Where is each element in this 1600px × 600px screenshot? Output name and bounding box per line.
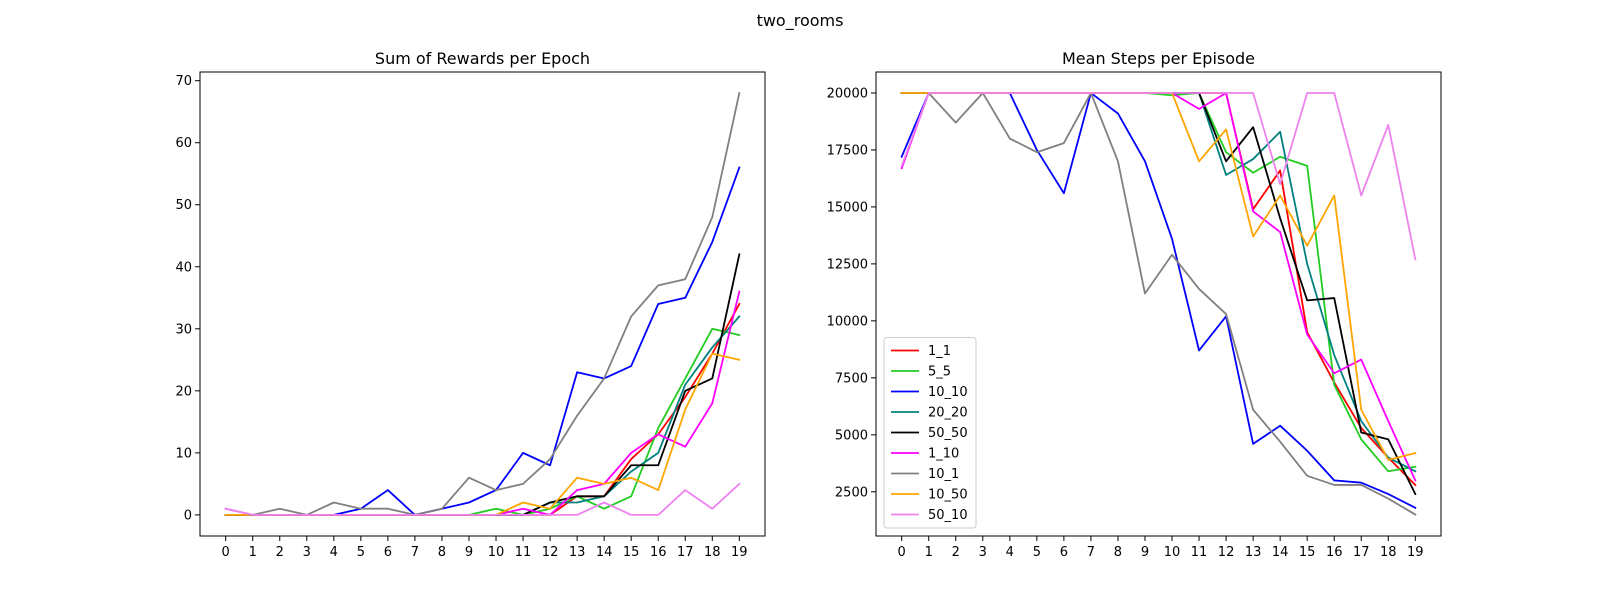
- y-tick-label: 5000: [835, 428, 868, 443]
- x-tick-label: 7: [411, 545, 419, 560]
- series-line-10-1: [224, 92, 741, 516]
- x-tick-label: 12: [542, 545, 559, 560]
- series-line-5-5: [900, 92, 1417, 473]
- x-tick-label: 19: [1407, 545, 1424, 560]
- x-tick-label: 8: [438, 545, 446, 560]
- legend-label: 10_1: [928, 467, 959, 482]
- x-tick-label: 17: [677, 545, 694, 560]
- x-tick-label: 11: [515, 545, 532, 560]
- x-tick-label: 1: [249, 545, 257, 560]
- y-tick-label: 0: [184, 508, 192, 523]
- x-tick-label: 2: [952, 545, 960, 560]
- series-line-20-20: [900, 92, 1417, 473]
- x-tick-label: 6: [384, 545, 392, 560]
- y-tick-label: 7500: [835, 371, 868, 386]
- x-tick-label: 8: [1114, 545, 1122, 560]
- x-tick-label: 18: [1380, 545, 1397, 560]
- plot-frame: [875, 71, 1442, 537]
- x-tick-label: 19: [731, 545, 748, 560]
- legend-label: 10_50: [928, 488, 968, 503]
- plot-frame: [199, 71, 766, 537]
- legend-frame: [883, 337, 977, 529]
- series-line-5-5: [224, 327, 741, 516]
- y-tick-label: 17500: [827, 143, 868, 158]
- x-tick-label: 13: [569, 545, 586, 560]
- x-tick-label: 1: [925, 545, 933, 560]
- y-tick-label: 10000: [827, 314, 868, 329]
- series-line-10-1: [900, 92, 1417, 516]
- legend-label: 20_20: [928, 406, 968, 421]
- x-tick-label: 16: [1326, 545, 1343, 560]
- legend-label: 50_50: [928, 426, 968, 441]
- x-tick-label: 9: [465, 545, 473, 560]
- x-tick-label: 13: [1245, 545, 1262, 560]
- x-tick-label: 12: [1218, 545, 1235, 560]
- x-tick-label: 17: [1353, 545, 1370, 560]
- legend-label: 1_10: [928, 447, 959, 462]
- x-tick-label: 18: [704, 545, 721, 560]
- series-line-10-50: [224, 352, 741, 516]
- x-tick-label: 3: [303, 545, 311, 560]
- y-tick-label: 40: [175, 260, 192, 275]
- x-tick-label: 0: [898, 545, 906, 560]
- x-tick-label: 15: [1299, 545, 1316, 560]
- y-tick-label: 30: [175, 322, 192, 337]
- x-tick-label: 11: [1191, 545, 1208, 560]
- x-tick-label: 10: [1164, 545, 1181, 560]
- x-tick-label: 2: [276, 545, 284, 560]
- x-tick-label: 10: [488, 545, 505, 560]
- x-tick-label: 7: [1087, 545, 1095, 560]
- legend: 1_1 5_5 10_10 20_20 50_50 1_10 10_1 10_50 50_10: [883, 337, 977, 529]
- y-tick-label: 10: [175, 446, 192, 461]
- series-line-1-10: [900, 92, 1417, 482]
- legend-label: 1_1: [928, 344, 951, 359]
- y-tick-label: 20000: [827, 86, 868, 101]
- series-line-10-10: [900, 92, 1417, 509]
- series-line-10-10: [224, 166, 741, 516]
- y-tick-label: 2500: [835, 485, 868, 500]
- series-line-10-50: [900, 92, 1417, 461]
- series-line-1-10: [224, 290, 741, 516]
- y-tick-label: 15000: [827, 200, 868, 215]
- x-tick-label: 15: [623, 545, 640, 560]
- x-tick-label: 14: [1272, 545, 1289, 560]
- y-tick-label: 20: [175, 384, 192, 399]
- x-tick-label: 4: [1006, 545, 1014, 560]
- x-tick-label: 6: [1060, 545, 1068, 560]
- series-line-1-1: [900, 92, 1417, 487]
- y-tick-label: 60: [175, 136, 192, 151]
- legend-label: 50_10: [928, 508, 968, 523]
- x-tick-label: 5: [1033, 545, 1041, 560]
- series-line-20-20: [224, 315, 741, 516]
- x-tick-label: 4: [330, 545, 338, 560]
- y-tick-label: 50: [175, 198, 192, 213]
- chart-title: Mean Steps per Episode: [1062, 49, 1255, 68]
- series-line-50-50: [900, 92, 1417, 496]
- x-tick-label: 9: [1141, 545, 1149, 560]
- x-tick-label: 5: [357, 545, 365, 560]
- y-tick-label: 70: [175, 74, 192, 89]
- legend-label: 5_5: [928, 365, 951, 380]
- series-line-50-10: [224, 482, 741, 516]
- legend-label: 10_10: [928, 385, 968, 400]
- series-line-50-10: [900, 92, 1417, 261]
- x-tick-label: 3: [979, 545, 987, 560]
- chart-title: Sum of Rewards per Epoch: [375, 49, 590, 68]
- y-tick-label: 12500: [827, 257, 868, 272]
- x-tick-label: 16: [650, 545, 667, 560]
- x-tick-label: 14: [596, 545, 613, 560]
- x-tick-label: 0: [222, 545, 230, 560]
- figure-suptitle: two_rooms: [757, 11, 844, 31]
